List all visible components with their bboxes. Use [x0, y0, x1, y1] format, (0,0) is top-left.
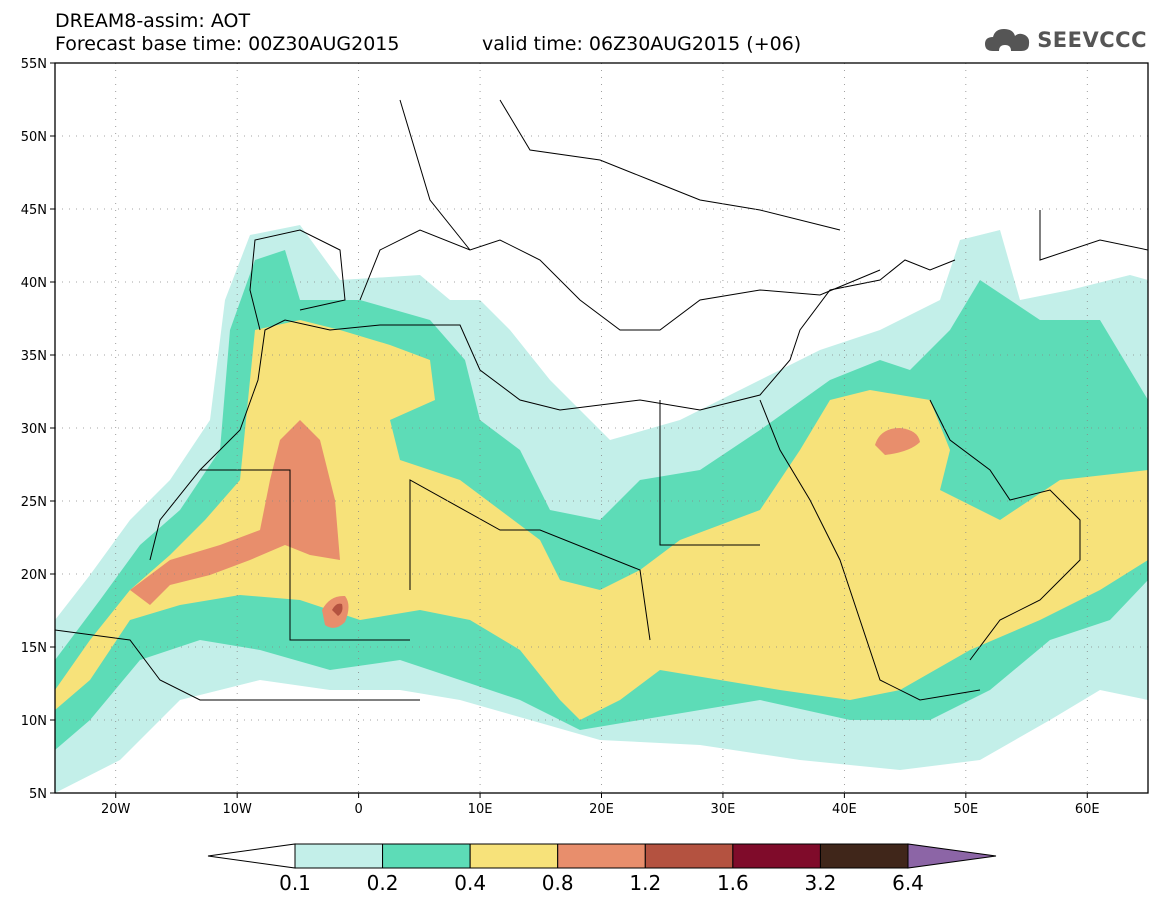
colorbar-segment — [469, 843, 559, 869]
valid-time: valid time: 06Z30AUG2015 (+06) — [482, 33, 802, 55]
lat-tick-label: 35N — [21, 349, 47, 364]
lat-tick-label: 45N — [21, 203, 47, 218]
logo-text: SEEVCCC — [1037, 28, 1147, 52]
lon-tick-label: 40E — [832, 802, 857, 817]
aot-0.8-patch-west — [130, 420, 340, 605]
lat-tick-label: 20N — [21, 568, 47, 583]
lat-tick-label: 10N — [21, 714, 47, 729]
colorbar-label: 6.4 — [892, 871, 924, 895]
colorbar-low-arrow — [207, 843, 296, 869]
lat-tick-label: 50N — [21, 130, 47, 145]
colorbar-label: 1.6 — [717, 871, 749, 895]
lon-tick-label: 30E — [711, 802, 736, 817]
colorbar-segment — [294, 843, 384, 869]
colorbar-label: 1.2 — [629, 871, 661, 895]
lon-tick-label: 60E — [1075, 802, 1100, 817]
colorbar-label: 0.4 — [454, 871, 486, 895]
lat-tick-label: 40N — [21, 276, 47, 291]
seevccc-logo: SEEVCCC — [983, 25, 1147, 55]
colorbar-label: 0.1 — [279, 871, 311, 895]
colorbar-segment — [382, 843, 471, 869]
longitude-axis: 20W 10W 0 10E 20E 30E 40E 50E 60E — [101, 793, 1100, 817]
graticule — [55, 63, 1148, 793]
colorbar-segment — [732, 843, 821, 869]
lat-tick-label: 15N — [21, 641, 47, 656]
colorbar-segment — [557, 843, 646, 869]
lon-tick-label: 20E — [589, 802, 614, 817]
aot-0.4-band — [55, 320, 1148, 720]
colorbar-label: 3.2 — [805, 871, 837, 895]
lon-tick-label: 10W — [222, 802, 252, 817]
colorbar-high-arrow — [907, 843, 997, 869]
cloud-icon — [985, 29, 1030, 51]
latitude-axis: 55N 50N 45N 40N 35N 30N 25N 20N 15N 10N 5N — [21, 57, 55, 802]
colorbar-segment — [819, 843, 909, 869]
lat-tick-label: 30N — [21, 422, 47, 437]
forecast-base-time: Forecast base time: 00Z30AUG2015 — [55, 33, 400, 55]
lon-tick-label: 10E — [468, 802, 493, 817]
lat-tick-label: 55N — [21, 57, 47, 72]
lon-tick-label: 50E — [953, 802, 978, 817]
aot-0.8-patch-iraq — [875, 428, 920, 455]
map-title: DREAM8-assim: AOT — [55, 10, 251, 32]
colorbar: 0.1 0.2 0.4 0.8 1.2 1.6 3.2 6.4 — [207, 843, 997, 895]
colorbar-segment — [644, 843, 734, 869]
lat-tick-label: 25N — [21, 495, 47, 510]
colorbar-label: 0.2 — [367, 871, 399, 895]
lon-tick-label: 0 — [354, 802, 362, 817]
lon-tick-label: 20W — [101, 802, 131, 817]
colorbar-label: 0.8 — [542, 871, 574, 895]
coastlines — [55, 99, 1148, 701]
lat-tick-label: 5N — [29, 787, 47, 802]
aot-1.2-dot — [332, 603, 343, 616]
